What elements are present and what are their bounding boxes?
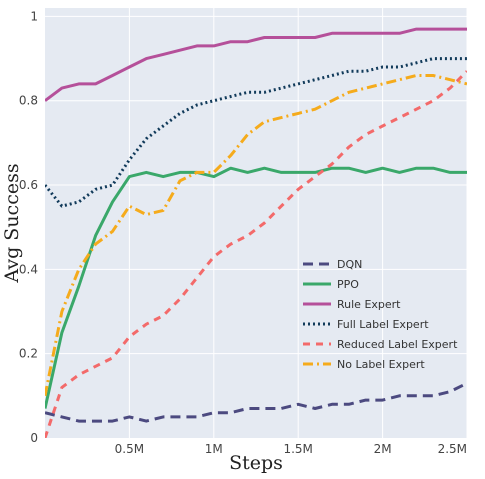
x-tick-label: 2.5M [438, 442, 467, 456]
x-tick-label: 1M [205, 442, 223, 456]
legend-label: Full Label Expert [337, 318, 429, 331]
series-line-dqn [45, 381, 467, 423]
tick-labels: 0 0.2 0.4 0.6 0.8 1 0.5M 1M 1.5M 2M 2.5M [19, 9, 467, 456]
series-line-rule-expert [45, 27, 467, 102]
x-tick-label: 1.5M [283, 442, 312, 456]
series-line-full-label-expert [45, 57, 467, 208]
series-line-no-label-expert [45, 74, 467, 397]
series-line-reduced-label-expert [45, 70, 467, 438]
legend: DQN PPO Rule Expert Full Label Expert Reduce… [303, 258, 458, 371]
y-tick-label: 0.8 [19, 94, 38, 108]
legend-label: PPO [337, 278, 359, 291]
legend-label: Reduced Label Expert [337, 338, 458, 351]
legend-label: Rule Expert [337, 298, 401, 311]
grid [45, 8, 468, 438]
x-tick-label: 2M [374, 442, 392, 456]
series-line-ppo [45, 166, 467, 409]
x-tick-label: 0.5M [115, 442, 144, 456]
legend-label: No Label Expert [337, 358, 425, 371]
series-lines [45, 27, 467, 438]
y-tick-label: 1 [30, 9, 38, 23]
y-tick-label: 0.4 [19, 262, 38, 276]
x-axis-title: Steps [229, 452, 283, 474]
y-tick-label: 0.6 [19, 178, 38, 192]
plot-background [45, 8, 467, 438]
legend-label: DQN [337, 258, 362, 271]
y-tick-label: 0.2 [19, 347, 38, 361]
y-tick-label: 0 [30, 431, 38, 445]
y-axis-title: Avg Success [1, 163, 23, 283]
